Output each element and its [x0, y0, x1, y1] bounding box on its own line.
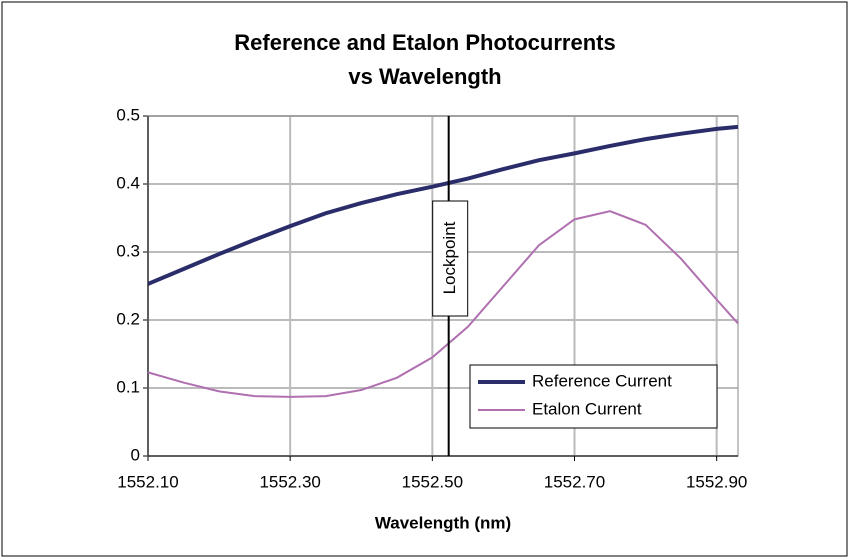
legend-label: Reference Current: [532, 371, 672, 390]
legend-box: [469, 364, 718, 429]
series-line: [147, 210, 739, 398]
annotation-label: Lockpoint: [440, 221, 459, 294]
x-tick-label: 1552.30: [259, 472, 320, 491]
legend-label: Etalon Current: [532, 399, 642, 418]
x-tick-label: 1552.50: [402, 472, 463, 491]
x-axis-title: Wavelength (nm): [375, 513, 511, 532]
annotation-box: [432, 200, 469, 317]
x-tick-label: 1552.10: [117, 472, 178, 491]
x-tick-label: 1552.90: [686, 472, 747, 491]
y-tick-label: 0.2: [116, 309, 140, 328]
series-line: [147, 124, 739, 286]
chart-title: Reference and Etalon Photocurrents: [234, 30, 615, 55]
y-tick-label: 0: [131, 445, 140, 464]
x-tick-label: 1552.70: [544, 472, 605, 491]
y-tick-label: 0.4: [116, 173, 140, 192]
chart-title: vs Wavelength: [348, 64, 501, 89]
y-tick-label: 0.5: [116, 105, 140, 124]
y-tick-label: 0.1: [116, 377, 140, 396]
y-tick-label: 0.3: [116, 241, 140, 260]
